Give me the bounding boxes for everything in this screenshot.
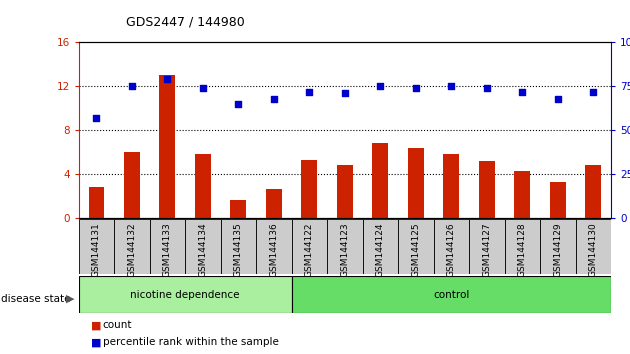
Text: GSM144134: GSM144134 <box>198 222 207 277</box>
Text: GSM144131: GSM144131 <box>92 222 101 277</box>
Bar <box>256 219 292 274</box>
Text: GSM144132: GSM144132 <box>127 222 137 277</box>
Point <box>411 85 421 91</box>
Text: count: count <box>103 320 132 330</box>
Text: GSM144135: GSM144135 <box>234 222 243 277</box>
Text: GSM144130: GSM144130 <box>589 222 598 277</box>
Text: GSM144125: GSM144125 <box>411 222 420 277</box>
Bar <box>88 187 105 218</box>
Text: percentile rank within the sample: percentile rank within the sample <box>103 337 278 347</box>
Point <box>127 84 137 89</box>
Text: GSM144124: GSM144124 <box>376 222 385 277</box>
Bar <box>266 189 282 218</box>
Text: ■: ■ <box>91 320 102 330</box>
Bar <box>505 219 540 274</box>
Point <box>588 89 598 95</box>
Bar <box>114 219 150 274</box>
Bar <box>195 154 211 218</box>
Point <box>482 85 492 91</box>
Point <box>269 96 279 101</box>
Point <box>517 89 527 95</box>
Bar <box>576 219 611 274</box>
Point <box>91 115 101 121</box>
Text: ■: ■ <box>91 337 102 347</box>
Bar <box>469 219 505 274</box>
Bar <box>372 143 389 218</box>
Bar <box>292 219 327 274</box>
Bar <box>292 276 611 313</box>
Text: GSM144136: GSM144136 <box>270 222 278 277</box>
Bar <box>514 171 530 218</box>
Point <box>446 84 456 89</box>
Bar <box>301 160 318 218</box>
Bar <box>337 165 353 218</box>
Bar <box>444 154 459 218</box>
Bar <box>79 219 114 274</box>
Point <box>163 76 173 82</box>
Bar <box>231 200 246 218</box>
Point <box>304 89 314 95</box>
Bar <box>433 219 469 274</box>
Bar <box>185 219 220 274</box>
Bar <box>159 75 176 218</box>
Bar <box>220 219 256 274</box>
Bar <box>408 148 424 218</box>
Text: disease state: disease state <box>1 294 71 304</box>
Point <box>198 85 208 91</box>
Point <box>340 91 350 96</box>
Bar <box>327 219 363 274</box>
Bar <box>124 152 140 218</box>
Bar <box>550 182 566 218</box>
Point <box>233 101 243 107</box>
Point <box>553 96 563 101</box>
Point <box>375 84 386 89</box>
Bar <box>540 219 576 274</box>
Text: nicotine dependence: nicotine dependence <box>130 290 240 300</box>
Text: GSM144133: GSM144133 <box>163 222 172 277</box>
Bar <box>398 219 433 274</box>
Text: GDS2447 / 144980: GDS2447 / 144980 <box>126 16 244 29</box>
Text: GSM144127: GSM144127 <box>483 222 491 277</box>
Bar <box>585 165 602 218</box>
Text: GSM144123: GSM144123 <box>340 222 350 277</box>
Bar <box>479 161 495 218</box>
Bar <box>79 276 292 313</box>
Text: GSM144126: GSM144126 <box>447 222 456 277</box>
Text: GSM144128: GSM144128 <box>518 222 527 277</box>
Text: control: control <box>433 290 469 300</box>
Bar <box>363 219 398 274</box>
Text: GSM144129: GSM144129 <box>553 222 563 277</box>
Text: ▶: ▶ <box>66 294 74 304</box>
Text: GSM144122: GSM144122 <box>305 222 314 277</box>
Bar <box>150 219 185 274</box>
